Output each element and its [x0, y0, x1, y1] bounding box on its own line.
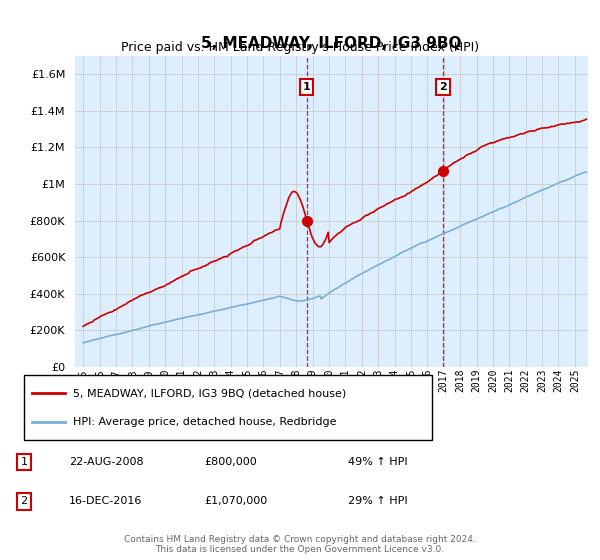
Text: 5, MEADWAY, ILFORD, IG3 9BQ (detached house): 5, MEADWAY, ILFORD, IG3 9BQ (detached ho…: [73, 388, 346, 398]
Title: 5, MEADWAY, ILFORD, IG3 9BQ: 5, MEADWAY, ILFORD, IG3 9BQ: [201, 36, 462, 50]
Text: 1: 1: [20, 457, 28, 467]
Text: 22-AUG-2008: 22-AUG-2008: [69, 457, 143, 467]
Text: Price paid vs. HM Land Registry's House Price Index (HPI): Price paid vs. HM Land Registry's House …: [121, 41, 479, 54]
Text: HPI: Average price, detached house, Redbridge: HPI: Average price, detached house, Redb…: [73, 417, 337, 427]
Text: £800,000: £800,000: [204, 457, 257, 467]
Text: 29% ↑ HPI: 29% ↑ HPI: [348, 496, 407, 506]
Text: 16-DEC-2016: 16-DEC-2016: [69, 496, 142, 506]
Text: £1,070,000: £1,070,000: [204, 496, 267, 506]
Text: Contains HM Land Registry data © Crown copyright and database right 2024.
This d: Contains HM Land Registry data © Crown c…: [124, 535, 476, 554]
Text: 2: 2: [439, 82, 447, 92]
Text: 49% ↑ HPI: 49% ↑ HPI: [348, 457, 407, 467]
Text: 2: 2: [20, 496, 28, 506]
Text: 1: 1: [303, 82, 311, 92]
